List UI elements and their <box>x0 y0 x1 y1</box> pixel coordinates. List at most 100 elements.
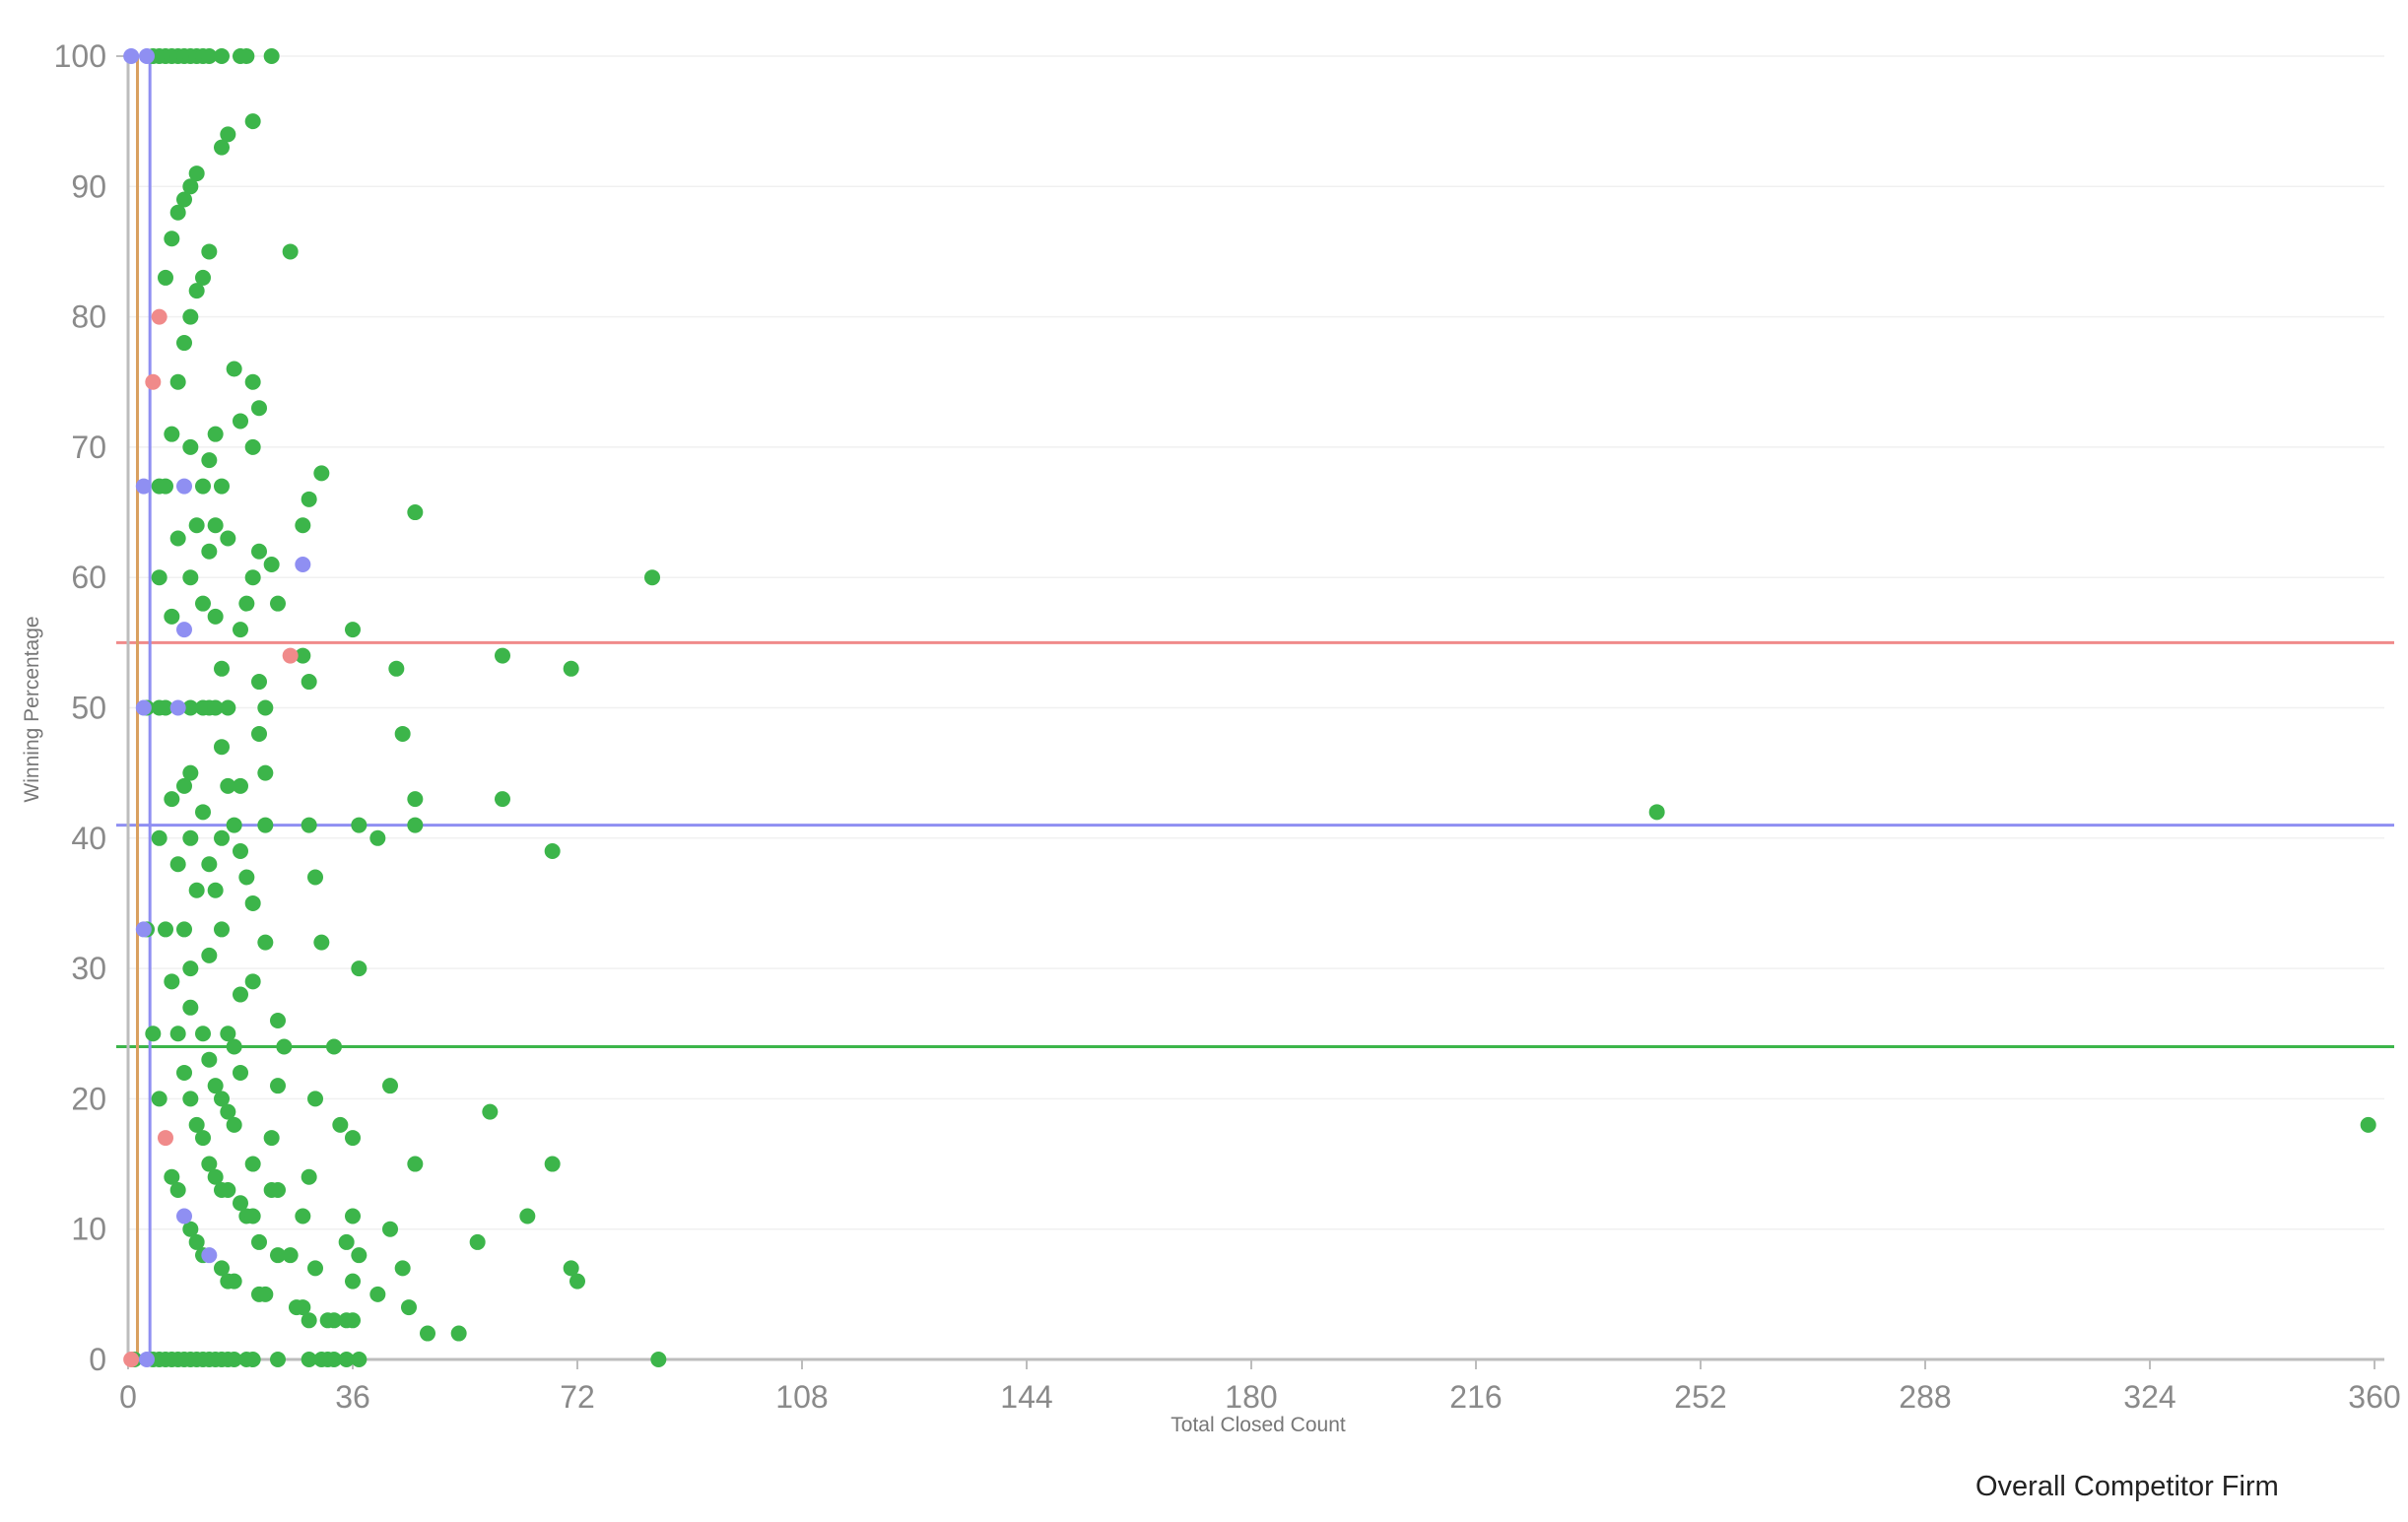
data-point <box>382 1078 398 1094</box>
y-tick-label: 90 <box>71 168 106 204</box>
data-point <box>220 1103 236 1120</box>
data-point <box>123 48 140 64</box>
data-point <box>394 725 411 742</box>
data-point <box>482 1103 499 1120</box>
data-point <box>182 829 199 846</box>
data-point <box>214 829 230 846</box>
data-point <box>151 569 167 586</box>
data-point <box>158 478 173 495</box>
data-point <box>301 674 317 691</box>
data-point <box>176 191 192 208</box>
x-tick-label: 180 <box>1225 1379 1277 1415</box>
data-point <box>182 569 199 586</box>
data-point <box>182 1091 199 1107</box>
data-point <box>233 777 248 794</box>
data-point <box>544 1156 561 1172</box>
data-point <box>450 1325 467 1342</box>
data-point <box>123 1352 140 1367</box>
data-point <box>244 894 261 911</box>
data-point <box>169 1182 186 1199</box>
data-point <box>214 1091 230 1107</box>
data-point <box>214 660 230 677</box>
data-point <box>270 1247 286 1264</box>
data-point <box>295 556 311 572</box>
data-point <box>214 139 230 156</box>
data-point <box>176 777 192 794</box>
legend-title: Overall Competitor Firm <box>1975 1471 2279 1502</box>
data-point <box>295 647 311 664</box>
data-point <box>233 1064 248 1081</box>
data-point <box>158 269 173 286</box>
data-point <box>164 791 180 808</box>
data-point <box>201 543 218 560</box>
data-point <box>207 882 224 898</box>
x-tick-label: 360 <box>2348 1379 2400 1415</box>
data-point <box>301 1312 317 1329</box>
data-point <box>195 269 211 286</box>
x-tick-label: 324 <box>2123 1379 2175 1415</box>
data-point <box>164 426 180 442</box>
data-point <box>326 1312 342 1329</box>
data-point <box>207 699 224 716</box>
data-point <box>201 1156 218 1172</box>
data-point <box>188 1116 205 1133</box>
data-point <box>295 517 311 534</box>
y-axis-title: Winning Percentage <box>21 616 43 802</box>
x-tick-label: 144 <box>1000 1379 1052 1415</box>
data-point <box>233 843 248 860</box>
data-point <box>338 1352 355 1367</box>
data-point <box>301 1352 317 1367</box>
data-point <box>569 1273 585 1290</box>
data-point <box>251 543 267 560</box>
data-point <box>495 647 510 664</box>
data-point <box>135 921 152 938</box>
data-point <box>345 1130 361 1147</box>
data-point <box>188 283 205 299</box>
data-point <box>158 699 173 716</box>
data-point <box>369 829 386 846</box>
data-point <box>289 1299 304 1316</box>
data-point <box>226 1038 242 1055</box>
data-point <box>201 947 218 963</box>
x-tick-label: 216 <box>1449 1379 1502 1415</box>
x-tick-label: 288 <box>1899 1379 1951 1415</box>
data-point <box>644 569 660 586</box>
data-point <box>176 1208 192 1224</box>
data-point <box>195 1130 211 1147</box>
data-point <box>401 1299 417 1316</box>
data-point <box>420 1325 435 1342</box>
data-point <box>650 1352 667 1367</box>
data-point <box>226 1352 242 1367</box>
data-point <box>207 517 224 534</box>
data-point <box>407 817 424 833</box>
x-axis-title: Total Closed Count <box>1171 1414 1346 1436</box>
y-tick-label: 30 <box>71 951 106 986</box>
data-point <box>301 491 317 507</box>
data-point <box>276 1038 293 1055</box>
data-point <box>226 1273 242 1290</box>
data-point <box>345 1273 361 1290</box>
data-point <box>244 1156 261 1172</box>
data-point <box>220 126 236 143</box>
data-points <box>123 48 2376 1367</box>
data-point <box>201 1051 218 1068</box>
data-point <box>214 1182 230 1199</box>
data-point <box>307 869 323 886</box>
data-point <box>313 934 330 951</box>
data-point <box>220 530 236 547</box>
data-point <box>351 960 368 977</box>
data-point <box>244 113 261 130</box>
data-point <box>301 817 317 833</box>
data-point <box>313 465 330 482</box>
data-point <box>182 699 199 716</box>
data-point <box>207 1078 224 1094</box>
data-point <box>220 699 236 716</box>
x-tick-label: 72 <box>560 1379 595 1415</box>
data-point <box>164 973 180 990</box>
data-point <box>270 1078 286 1094</box>
data-point <box>201 243 218 260</box>
axes: 0 10 20 30 40 50 60 70 80 90 100 0 36 72 108 144 180 216 2… <box>54 38 2401 1415</box>
data-point <box>226 1116 242 1133</box>
data-point <box>182 764 199 781</box>
